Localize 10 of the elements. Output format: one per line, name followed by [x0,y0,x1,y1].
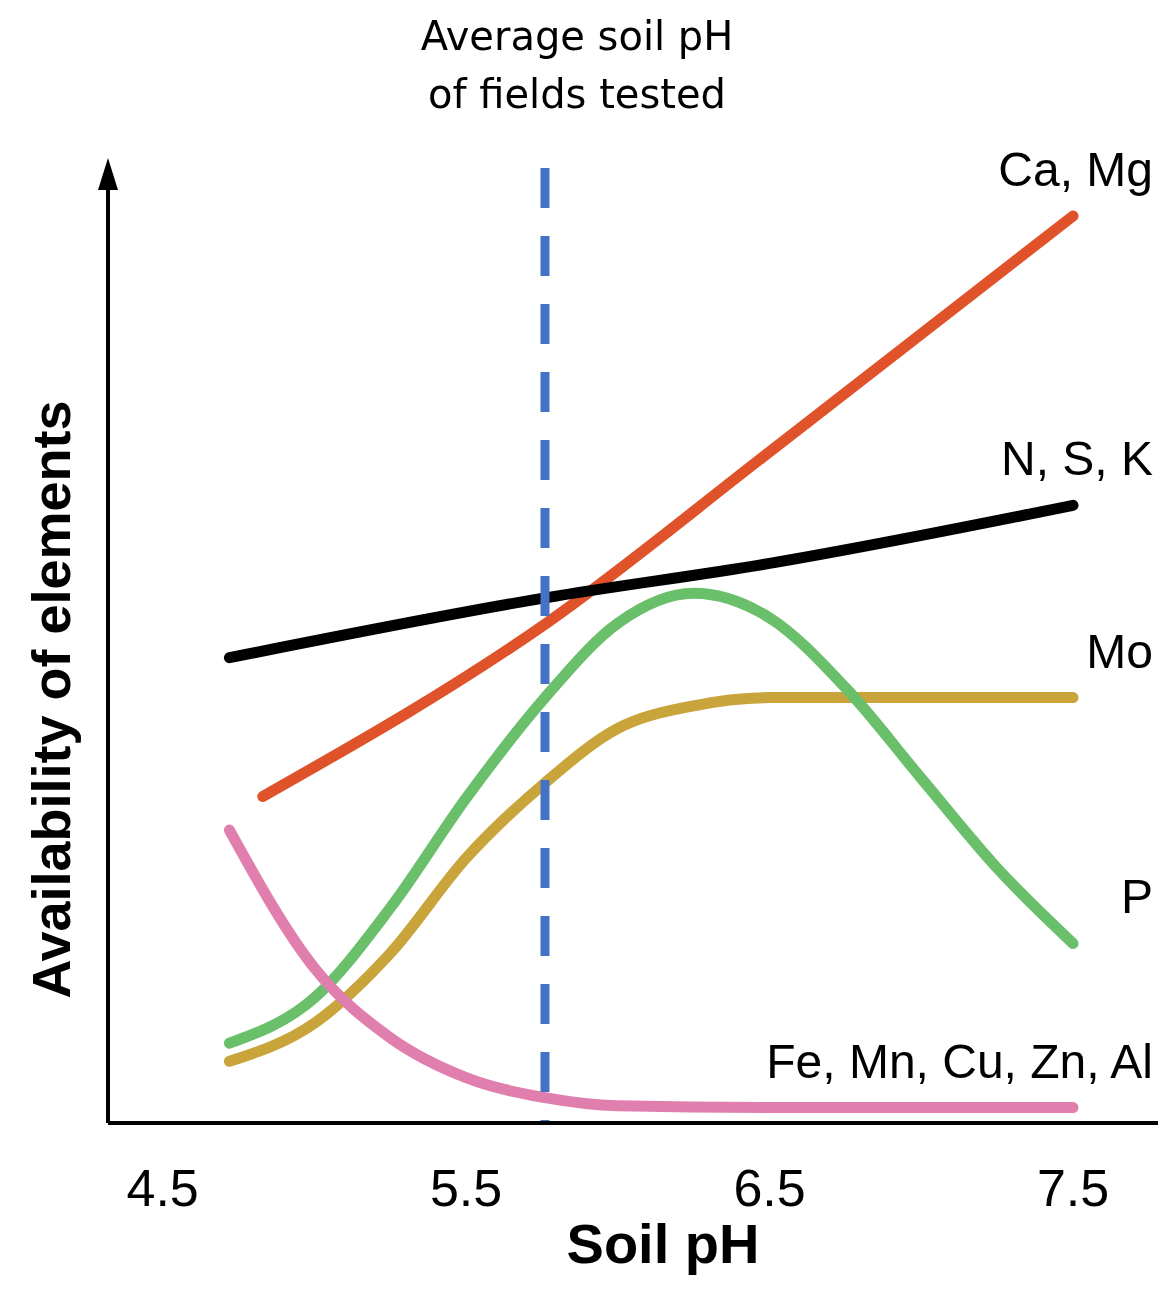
series-label: P [1121,870,1154,924]
x-tick-label: 4.5 [126,1159,199,1217]
ref-line-label: Average soil pH of fields tested [420,13,734,117]
x-tick-label: 7.5 [1036,1159,1110,1217]
series-label: Mo [1086,624,1154,678]
x-tick-label: 5.5 [429,1159,503,1217]
series-label: Fe, Mn, Cu, Zn, Al [766,1034,1154,1088]
series-label: N, S, K [1000,432,1154,486]
series-label: Ca, Mg [998,143,1154,196]
y-axis-title: Availability of elements [21,400,81,999]
